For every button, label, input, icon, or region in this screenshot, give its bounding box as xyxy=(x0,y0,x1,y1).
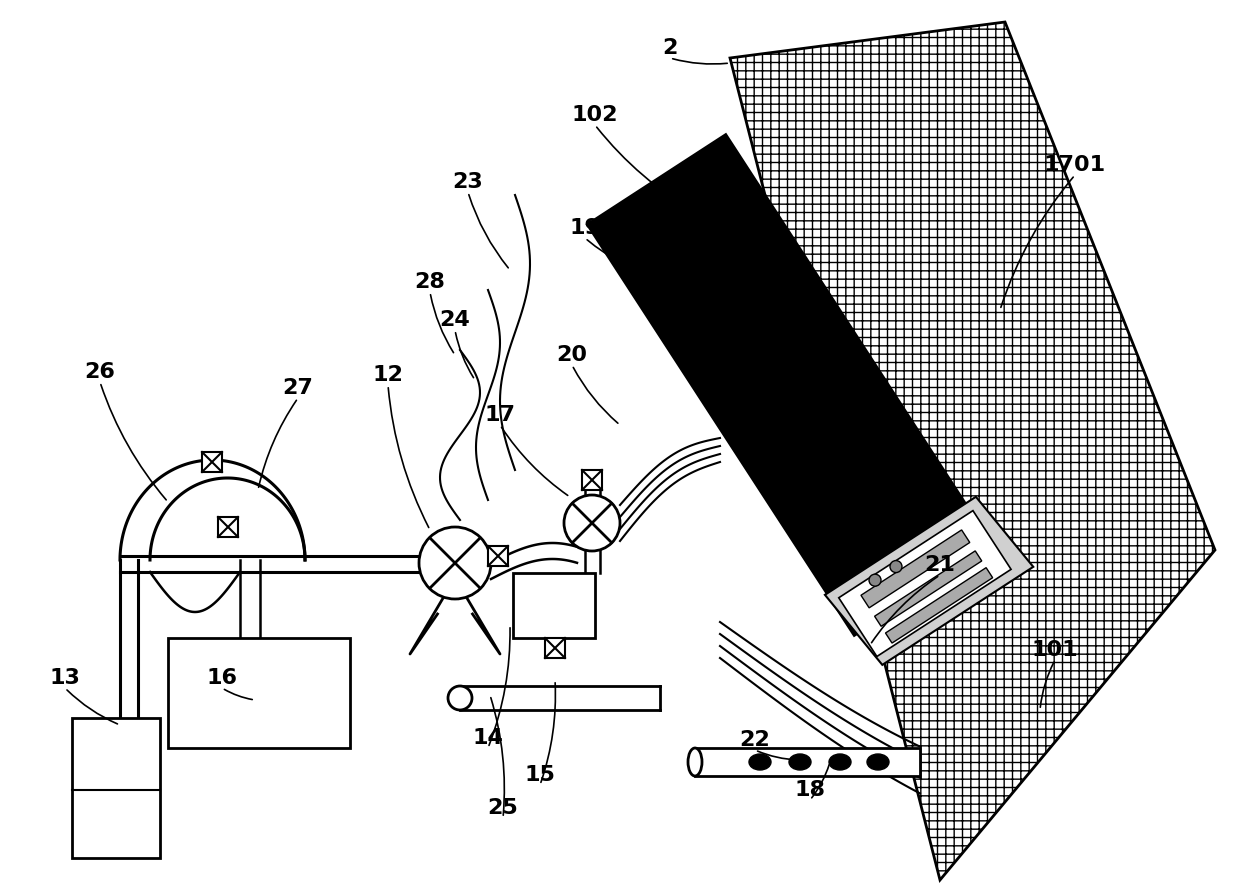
Text: 26: 26 xyxy=(84,362,115,382)
Polygon shape xyxy=(167,638,350,748)
Text: 102: 102 xyxy=(572,105,619,125)
Polygon shape xyxy=(825,497,1033,665)
Bar xyxy=(546,638,565,658)
Ellipse shape xyxy=(749,754,771,770)
Text: 18: 18 xyxy=(795,780,826,800)
Text: 13: 13 xyxy=(50,668,81,688)
Polygon shape xyxy=(730,22,1215,880)
Bar xyxy=(489,546,508,566)
Text: 16: 16 xyxy=(207,668,238,688)
Text: 15: 15 xyxy=(525,765,556,785)
Text: 1701: 1701 xyxy=(1044,155,1106,175)
Bar xyxy=(218,517,238,537)
Text: 2: 2 xyxy=(662,38,678,58)
Circle shape xyxy=(890,560,901,573)
Text: 20: 20 xyxy=(557,345,588,365)
Polygon shape xyxy=(588,135,993,635)
Polygon shape xyxy=(694,748,920,776)
Text: 25: 25 xyxy=(487,798,518,818)
Text: 28: 28 xyxy=(414,272,445,292)
Text: 14: 14 xyxy=(472,728,503,748)
Polygon shape xyxy=(885,567,993,643)
Ellipse shape xyxy=(867,754,889,770)
Circle shape xyxy=(869,574,882,586)
Text: 23: 23 xyxy=(453,172,484,192)
Text: 19: 19 xyxy=(569,218,600,238)
Text: 12: 12 xyxy=(372,365,403,385)
Polygon shape xyxy=(513,573,595,638)
Bar xyxy=(202,452,222,472)
Polygon shape xyxy=(838,510,1011,657)
Polygon shape xyxy=(72,718,160,858)
Ellipse shape xyxy=(830,754,851,770)
Polygon shape xyxy=(861,530,970,607)
Text: 22: 22 xyxy=(739,730,770,750)
Text: 21: 21 xyxy=(925,555,956,575)
Circle shape xyxy=(564,495,620,551)
Text: 27: 27 xyxy=(283,378,314,398)
Circle shape xyxy=(448,686,472,710)
Polygon shape xyxy=(874,551,982,626)
Bar xyxy=(582,470,601,490)
Text: 17: 17 xyxy=(485,405,516,425)
Circle shape xyxy=(419,527,491,599)
Text: 24: 24 xyxy=(440,310,470,330)
Text: 101: 101 xyxy=(1032,640,1079,660)
Ellipse shape xyxy=(789,754,811,770)
Ellipse shape xyxy=(688,748,702,776)
